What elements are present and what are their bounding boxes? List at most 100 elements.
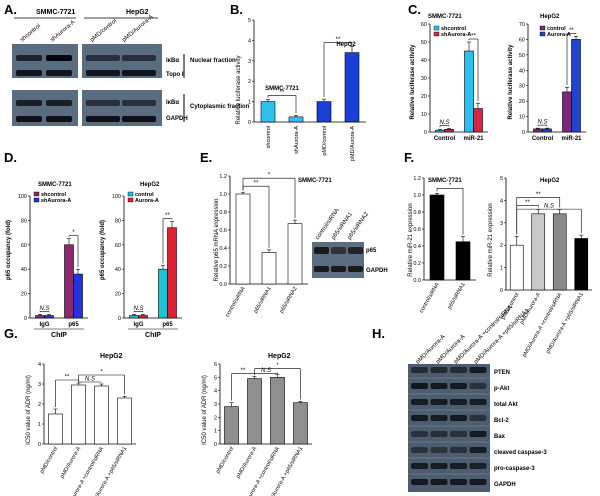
blot-h-band: [430, 447, 448, 453]
e-y-tick-label: 0.6: [219, 228, 227, 234]
c-right-y-tick-label: 20: [519, 99, 525, 105]
f-right-title: HepG2: [540, 178, 560, 184]
blot-h-band: [411, 463, 428, 469]
g-right-y-tick-label: 0: [214, 442, 217, 448]
blot-h-band: [469, 431, 487, 437]
blot-h-band: [469, 383, 487, 389]
g-left-bar: [71, 384, 86, 445]
g-left-bar: [48, 413, 63, 445]
b-sig-label: **: [336, 37, 341, 43]
d-left-legend-swatch: [33, 197, 40, 203]
e-x-tick-label: p65/siRNA1: [253, 286, 273, 314]
g-left-ylabel: IC50 value of ADR (ng/ml): [26, 375, 32, 445]
f-right-x-tick-label: pMD/Aurora-A: [519, 292, 542, 326]
blot-h-band: [411, 447, 428, 453]
d-right-legend-label: control: [135, 192, 154, 198]
d-left-sig-label: *: [72, 230, 75, 236]
d-left-ylabel: p65 occupancy (fold): [6, 220, 12, 280]
blot-h-protein-label: GAPDH: [494, 482, 516, 488]
blot-h-band: [469, 399, 487, 405]
f-right-bar: [509, 244, 524, 291]
c-right-legend-swatch: [539, 31, 546, 37]
d-left-bar: [64, 244, 74, 319]
g-right-x-tick-label: pMD/control: [215, 446, 235, 475]
c-right-y-tick-label: 10: [519, 115, 525, 121]
c-left-y-tick-label: 20: [421, 94, 427, 100]
blot-a-protein-label: GAPDH: [166, 116, 188, 122]
blot-h-protein-label: p-Akt: [494, 386, 509, 392]
f-right-bar: [574, 238, 589, 291]
blot-h-band: [411, 383, 428, 389]
d-left-legend-label: shAurora-A: [41, 198, 71, 204]
blot-h-band: [450, 383, 467, 389]
b-y-tick-label: 1: [248, 100, 251, 106]
g-left-title: HepG2: [100, 353, 123, 360]
b-x-tick-label: shAurora-A: [294, 126, 300, 154]
blot-h-protein-label: Bax: [494, 434, 506, 440]
b-y-tick-label: 0: [248, 120, 251, 126]
c-left-legend-label: shcontrol: [441, 26, 467, 32]
e-x-tick-label: p65/siRNA2: [279, 286, 299, 314]
d-right-y-tick-label: 40: [115, 267, 121, 273]
f-right-sig-label: **: [525, 200, 530, 206]
d-left-legend-swatch: [33, 191, 40, 197]
blot-a-band: [86, 116, 120, 122]
b-sig-label: **: [280, 90, 285, 96]
c-left-bar: [444, 129, 454, 133]
e-y-tick-label: 0.0: [219, 282, 227, 288]
g-left-x-tick-label: pMD/control: [39, 446, 59, 475]
d-right-bar: [138, 315, 148, 319]
blot-h-protein-label: total Akt: [494, 402, 518, 408]
c-right-sig-label: N.S: [537, 120, 547, 126]
panel-g-right-chart: HepG2 IC50 value of ADR (ng/ml) 0 1 2 3 4 5 6 p…: [202, 353, 312, 496]
f-right-y-tick-label: 5: [500, 176, 503, 182]
fraction-label-nuclear: Nuclear fraction: [190, 58, 236, 64]
g-right-y-tick-label: 1: [214, 429, 217, 435]
c-left-ylabel: Relative luciferase activity: [410, 44, 416, 120]
blot-h-band: [430, 463, 448, 469]
g-right-y-tick-label: 5: [214, 375, 217, 381]
d-right-y-tick-label: 0: [118, 316, 121, 322]
c-left-y-tick-label: 10: [421, 112, 427, 118]
d-right-x-axis-label: ChIP: [145, 332, 161, 339]
e-sig-label: *: [268, 173, 271, 179]
blot-h-protein-label: pro-caspase-3: [494, 466, 535, 472]
b-bar: [344, 52, 360, 123]
f-right-sig-label: **: [536, 192, 541, 198]
blot-a-cell-label-smmc: SMMC-7721: [36, 9, 75, 16]
blot-a-protein-label: Topo I: [166, 72, 184, 78]
c-left-bar: [464, 50, 474, 133]
d-right-sig-label: N.S: [133, 306, 143, 312]
e-y-tick-label: 1.0: [219, 192, 227, 198]
blot-a-lane-label: shcontrol: [19, 23, 42, 43]
f-right-y-tick-label: 0: [500, 288, 503, 294]
c-right-bar: [542, 128, 552, 133]
g-right-y-tick-label: 3: [214, 402, 217, 408]
blot-a-band: [122, 100, 156, 106]
g-left-bar: [94, 385, 109, 445]
g-right-sig-label: N.S: [261, 368, 271, 374]
c-right-bar: [562, 91, 572, 133]
d-left-y-tick-label: 20: [21, 292, 27, 298]
c-right-x-tick-label: Control: [532, 136, 554, 142]
d-right-x-tick-label: p65: [162, 322, 173, 328]
c-left-title: SMMC-7721: [428, 14, 462, 20]
c-left-y-tick-label: 30: [421, 76, 427, 82]
c-left-legend-swatch: [433, 31, 440, 37]
blot-a-band: [122, 55, 156, 61]
d-right-title: HepG2: [140, 182, 160, 188]
c-left-legend-label: shAurora-A: [441, 32, 471, 38]
blot-h-band: [430, 431, 448, 437]
c-right-y-tick-label: 40: [519, 68, 525, 74]
panel-c-left-chart: SMMC-7721 Relative luciferase activity 0…: [410, 14, 488, 142]
panel-letter-g: G.: [4, 326, 18, 341]
c-left-bar: [435, 129, 445, 133]
blot-e-band: [331, 247, 346, 254]
f-right-bar: [531, 213, 546, 291]
d-right-y-tick-label: 60: [115, 243, 121, 249]
g-left-y-tick-label: 4: [38, 362, 41, 368]
b-group-label: SMMC-7721: [265, 86, 299, 92]
d-left-y-tick-label: 60: [21, 243, 27, 249]
c-left-x-tick-label: Control: [434, 136, 456, 142]
c-left-x-tick-label: miR-21: [463, 136, 484, 142]
